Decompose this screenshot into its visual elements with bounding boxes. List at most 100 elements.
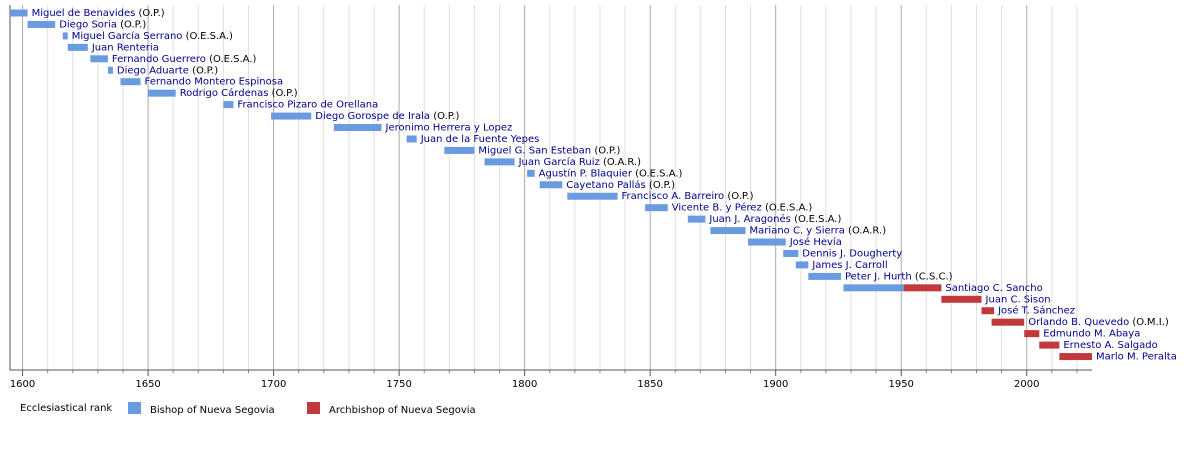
term-bar — [27, 20, 56, 28]
bishop-order: (O.E.S.A.) — [186, 31, 233, 42]
bishop-name: Cayetano Pallás — [566, 179, 645, 191]
term-bar — [148, 89, 176, 97]
term-bar — [645, 204, 668, 212]
bishop-label: Diego Gorospe de Irala (O.P.) — [315, 111, 459, 122]
bishop-name: Diego Aduarte — [117, 65, 189, 76]
bishop-name: Peter J. Hurth — [845, 271, 912, 282]
term-bar — [444, 146, 475, 154]
term-bar — [567, 192, 618, 200]
term-bar — [10, 9, 28, 17]
x-tick-label: 1650 — [135, 379, 160, 390]
bishop-name: Mariano C. y Sierra — [750, 226, 845, 237]
bishop-label: Fernando Montero Espinosa — [145, 77, 284, 88]
bishop-name: James J. Carroll — [811, 260, 887, 271]
bishop-order: (O.P.) — [727, 191, 753, 202]
x-tick-label: 1950 — [888, 379, 913, 390]
bishop-label: Ernesto A. Salgado — [1063, 340, 1157, 351]
bishop-order: (O.M.I.) — [1132, 317, 1168, 328]
bishop-name: Jeronimo Herrera y Lopez — [385, 123, 513, 134]
term-bar — [484, 158, 515, 166]
bishop-order: (O.E.S.A.) — [635, 168, 682, 179]
x-tick-label: 1700 — [261, 379, 286, 390]
x-tick-label: 1600 — [10, 379, 35, 390]
bishop-name: Juan C. Sison — [985, 294, 1051, 305]
term-bar — [1039, 341, 1060, 349]
bishop-name: Agustín P. Blaquier — [539, 167, 633, 179]
bishop-name: Ernesto A. Salgado — [1063, 340, 1157, 351]
bishop-label: Marlo M. Peralta — [1096, 352, 1177, 363]
bishop-order: (O.E.S.A.) — [765, 203, 812, 214]
term-bar — [107, 66, 113, 74]
x-tick-label: 2000 — [1014, 379, 1039, 390]
bishop-label: Fernando Guerrero (O.E.S.A.) — [112, 54, 257, 65]
x-tick-label: 1900 — [763, 379, 788, 390]
term-bar — [1024, 330, 1040, 338]
bishop-name: José T. Sánchez — [997, 305, 1075, 317]
term-bar — [748, 238, 786, 246]
bishop-order: (O.P.) — [120, 19, 146, 30]
legend-swatch — [307, 402, 320, 414]
legend-title: Ecclesiastical rank — [20, 403, 112, 414]
term-bar — [223, 101, 234, 109]
bishop-order: (C.S.C.) — [915, 271, 953, 282]
bishop-name: Juan J. Aragonés — [708, 213, 790, 225]
term-bar — [783, 249, 799, 257]
legend-label: Archbishop of Nueva Segovia — [329, 405, 476, 416]
term-bar — [333, 124, 382, 132]
bishop-label: Miguel G. San Esteban (O.P.) — [478, 145, 620, 156]
term-bar — [687, 215, 706, 223]
term-bar — [406, 135, 417, 143]
bishop-name: Diego Soria — [59, 19, 117, 30]
bishop-label: Francisco Pizaro de Orellana — [237, 100, 378, 111]
x-tick-label: 1850 — [637, 379, 662, 390]
bishop-label: José T. Sánchez — [997, 305, 1075, 317]
term-bar — [62, 32, 68, 40]
bishop-label: Miguel García Serrano (O.E.S.A.) — [72, 30, 233, 42]
bishop-order: (O.P.) — [594, 145, 620, 156]
bishop-order: (O.A.R.) — [603, 157, 641, 168]
bishop-label: Santiago C. Sancho — [945, 283, 1042, 294]
bishop-order: (O.P.) — [272, 88, 298, 99]
bishop-order: (O.P.) — [139, 8, 165, 19]
bishop-order: (O.P.) — [649, 180, 675, 191]
bishop-label: José Hevía — [789, 236, 842, 248]
term-bar — [710, 227, 746, 235]
x-tick-label: 1750 — [386, 379, 411, 390]
bishop-label: Peter J. Hurth (C.S.C.) — [845, 271, 953, 282]
bishop-name: Fernando Montero Espinosa — [145, 77, 284, 88]
bishop-order: (O.E.S.A.) — [794, 214, 841, 225]
bishop-label: Juan C. Sison — [985, 294, 1051, 305]
bishop-name: Diego Gorospe de Irala — [315, 111, 430, 122]
term-bar — [981, 307, 995, 315]
bishop-label: Juan García Ruiz (O.A.R.) — [518, 156, 642, 168]
bishop-name: Juan de la Fuente Yepes — [420, 134, 540, 145]
legend-swatch — [128, 402, 141, 414]
bishop-label: Agustín P. Blaquier (O.E.S.A.) — [539, 167, 683, 179]
bishop-name: Fernando Guerrero — [112, 54, 206, 65]
bishop-name: Dennis J. Dougherty — [802, 248, 902, 259]
bishop-name: Francisco Pizaro de Orellana — [237, 100, 378, 111]
bishop-label: Francisco A. Barreiro (O.P.) — [622, 191, 754, 202]
term-bar — [991, 318, 1025, 326]
bishop-label: Rodrigo Cárdenas (O.P.) — [180, 87, 298, 99]
bishop-order: (O.P.) — [192, 65, 218, 76]
x-tick-label: 1800 — [512, 379, 537, 390]
bishop-label: Juan J. Aragonés (O.E.S.A.) — [708, 213, 841, 225]
bishop-name: Edmundo M. Abaya — [1043, 329, 1140, 340]
bishop-label: Vicente B. y Pérez (O.E.S.A.) — [672, 202, 813, 214]
term-bar — [271, 112, 312, 120]
bishop-name: Orlando B. Quevedo — [1028, 317, 1129, 328]
term-bar — [1059, 353, 1092, 361]
bishop-label: James J. Carroll — [811, 260, 887, 271]
bishop-name: Rodrigo Cárdenas — [180, 87, 269, 99]
bishop-name: Vicente B. y Pérez — [672, 202, 762, 214]
term-bar — [67, 43, 88, 51]
bishop-name: Miguel G. San Esteban — [478, 145, 591, 156]
bishop-label: Edmundo M. Abaya — [1043, 329, 1140, 340]
bishop-label: Cayetano Pallás (O.P.) — [566, 179, 675, 191]
bishop-label: Diego Soria (O.P.) — [59, 19, 146, 30]
term-bar — [90, 55, 108, 63]
term-bar — [903, 284, 942, 292]
term-bar — [808, 272, 841, 280]
